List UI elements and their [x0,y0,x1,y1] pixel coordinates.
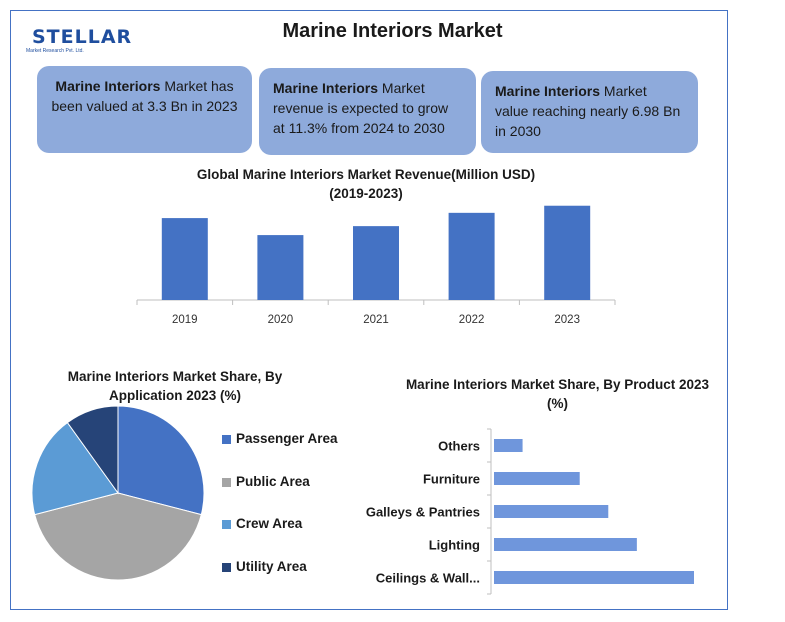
revenue-chart-title-text: Global Marine Interiors Market Revenue(M… [196,167,536,182]
legend-label: Utility Area [236,559,307,574]
pie-slice [34,492,202,581]
y-tick-label: Galleys & Pantries [366,505,480,520]
revenue-chart-title: Global Marine Interiors Market Revenue(M… [160,165,572,203]
y-tick-label: Ceilings & Wall... [376,571,480,586]
legend-swatch [222,478,231,487]
legend-item-crew-area: Crew Area [222,515,362,535]
card-bold-text: Marine Interiors [55,78,161,94]
product-bar [494,571,694,584]
x-tick-label: 2020 [268,314,294,326]
card-text: Market revenue is expected to grow at 11… [273,80,449,136]
infographic-frame [10,10,728,610]
x-tick-label: 2022 [459,314,485,326]
product-bar [494,505,609,518]
x-tick-label: 2021 [363,314,389,326]
pie-slice [31,421,119,516]
product-bar [494,439,523,452]
application-chart-title: Marine Interiors Market Share, By Applic… [67,369,283,403]
product-bar [494,472,580,485]
legend-swatch [222,563,231,572]
card-bold-text: Marine Interiors [495,83,601,99]
legend-item-public-area: Public Area [222,473,362,493]
revenue-bar [448,212,495,300]
y-tick-label: Lighting [429,538,480,553]
revenue-bar [161,218,208,300]
revenue-chart-subtitle: (2019-2023) [329,186,403,201]
pie-slice [66,405,119,495]
legend-label: Crew Area [236,516,303,531]
info-card-growth: Marine Interiors Market revenue is expec… [259,68,476,155]
revenue-bar [257,235,304,300]
pie-slice [117,405,205,516]
page-title: Marine Interiors Market [282,20,503,42]
revenue-bar [353,226,399,300]
card-text: Market value reaching nearly 6.98 Bn in … [495,83,681,139]
card-text: Market has been valued at 3.3 Bn in 2023 [51,78,238,114]
legend-label: Public Area [236,474,310,489]
stellar-logo: STELLAR Market Research Pvt. Ltd. [22,16,131,60]
info-card-forecast: Marine Interiors Market value reaching n… [481,71,698,153]
product-chart-title: Marine Interiors Market Share, By Produc… [405,377,710,411]
card-bold-text: Marine Interiors [273,80,379,96]
legend-label: Passenger Area [236,431,338,446]
y-tick-label: Furniture [423,472,480,487]
logo-subtext: Market Research Pvt. Ltd. [26,48,84,54]
y-tick-label: Others [438,439,480,454]
info-card-valuation: Marine Interiors Market has been valued … [37,66,252,153]
logo-text: STELLAR [32,26,133,48]
legend-swatch [222,435,231,444]
legend-item-passenger-area: Passenger Area [222,430,362,450]
product-bar [494,538,637,551]
legend-swatch [222,520,231,529]
legend-item-utility-area: Utility Area [222,558,362,578]
revenue-bar [544,205,591,300]
x-tick-label: 2019 [172,314,198,326]
x-tick-label: 2023 [554,314,580,326]
